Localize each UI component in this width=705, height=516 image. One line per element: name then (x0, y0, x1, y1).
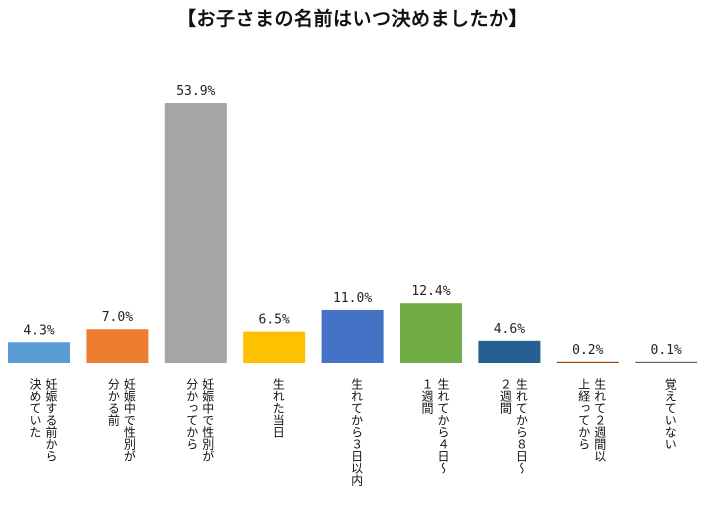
bars-layer (8, 103, 698, 363)
category-label: 生れて２週間以 上経ってから (576, 378, 607, 462)
bar (164, 103, 227, 363)
value-label: 6.5% (259, 313, 290, 328)
value-label: 53.9% (176, 84, 215, 99)
value-labels-layer: 4.3% 7.0% 53.9% 6.5% 11.0% 12.4% 4.6% 0.2% 0.1% (23, 84, 682, 358)
chart-title: 【お子さまの名前はいつ決めましたか】 (176, 8, 528, 30)
bar (321, 309, 384, 363)
value-label: 0.1% (651, 343, 682, 358)
bar (635, 361, 698, 363)
value-label: 7.0% (102, 310, 133, 325)
bar (556, 361, 619, 363)
bar (400, 303, 462, 363)
category-label: 妊娠する前から 決めていた (28, 378, 58, 462)
category-label: 妊娠中で性別が 分かる前 (106, 378, 137, 462)
category-label: 生れてから８日～ ２週間 (498, 378, 529, 474)
value-label: 4.3% (23, 323, 54, 338)
category-label: 生れた当日 (271, 378, 286, 438)
category-label: 妊娠中で性別が 分かってから (184, 378, 215, 462)
bar (86, 329, 149, 363)
value-label: 12.4% (411, 284, 450, 299)
category-label: 生れてから４日～ １週間 (420, 378, 450, 474)
category-label: 覚えていない (663, 378, 678, 450)
bar (478, 340, 541, 363)
bar (243, 331, 306, 363)
value-label: 11.0% (333, 291, 372, 306)
category-label: 生れてから３日以内 (349, 378, 364, 486)
value-label: 0.2% (572, 343, 603, 358)
value-label: 4.6% (494, 322, 525, 337)
bar (8, 342, 70, 363)
